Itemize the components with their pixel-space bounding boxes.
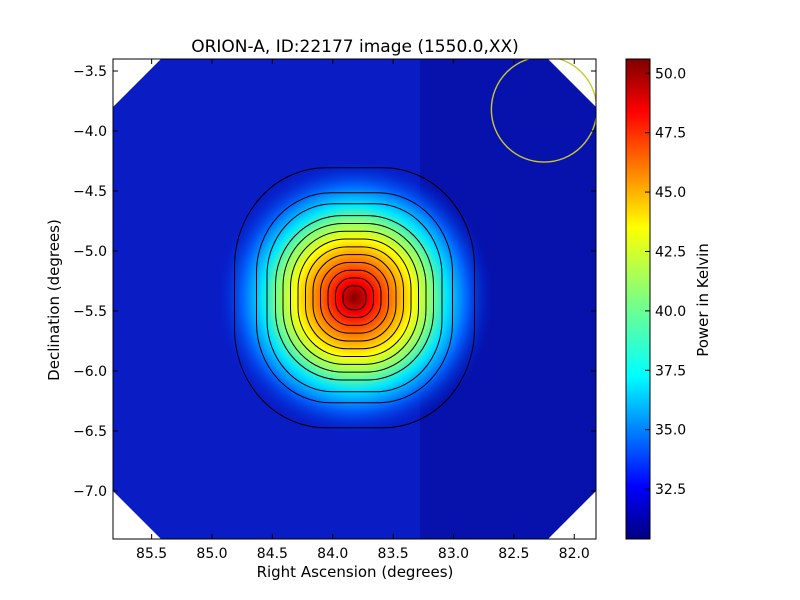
plot-frame (112, 58, 597, 540)
x-axis-ticks: 85.5 85.0 84.5 84.0 83.5 83.0 82.5 82.0 (136, 59, 590, 562)
x-axis-label: Right Ascension (degrees) (257, 563, 454, 581)
corner-mask (113, 491, 161, 539)
x-tick-label: 82.5 (498, 546, 529, 562)
colorbar (625, 58, 651, 540)
chart-title: ORION-A, ID:22177 image (1550.0,XX) (191, 37, 519, 57)
contour-line (312, 254, 397, 342)
colorbar-tick-label: 35.0 (655, 423, 686, 439)
contour-line (234, 167, 475, 429)
contour-lines (234, 167, 475, 429)
contour-line (256, 192, 453, 404)
colorbar-label: Power in Kelvin (694, 243, 712, 357)
source-emission (214, 157, 495, 438)
y-tick-label: −6.5 (73, 424, 107, 440)
contour-line (305, 246, 404, 350)
colorbar-tick-label: 50.0 (655, 66, 686, 82)
y-axis-label: Declination (degrees) (45, 219, 63, 381)
contour-line (335, 277, 374, 319)
y-tick-label: −6.0 (73, 364, 107, 380)
corner-mask (113, 59, 161, 107)
y-tick-label: −5.0 (73, 244, 107, 260)
y-tick-label: −4.5 (73, 184, 107, 200)
x-tick-label: 83.0 (438, 546, 469, 562)
contour-line (275, 215, 434, 381)
y-axis-ticks: −3.5 −4.0 −4.5 −5.0 −5.5 −6.0 −6.5 −7.0 (73, 64, 596, 500)
contour-line (327, 269, 382, 326)
colorbar-tick-label: 32.5 (655, 482, 686, 498)
beam-circle (490, 59, 596, 163)
colorbar-tick-label: 40.0 (655, 304, 686, 320)
corner-mask (548, 491, 596, 539)
x-tick-label: 83.5 (378, 546, 409, 562)
contour-line (266, 203, 443, 393)
x-tick-label: 84.0 (317, 546, 348, 562)
y-tick-label: −4.0 (73, 124, 107, 140)
corner-mask (548, 59, 596, 107)
contour-line (282, 222, 427, 373)
contour-line (320, 261, 389, 334)
x-tick-label: 85.5 (136, 546, 167, 562)
contour-line (342, 285, 367, 311)
colorbar-ticks: 32.5 35.0 37.5 40.0 42.5 45.0 47.5 50.0 (645, 66, 686, 498)
y-tick-label: −3.5 (73, 64, 107, 80)
contour-line (297, 238, 412, 358)
contour-line (290, 230, 419, 365)
colorbar-tick-label: 42.5 (655, 244, 686, 260)
plot-area (113, 59, 596, 539)
colorbar-tick-label: 37.5 (655, 363, 686, 379)
colorbar-tick-label: 47.5 (655, 126, 686, 142)
x-tick-label: 84.5 (257, 546, 288, 562)
x-tick-label: 85.0 (196, 546, 227, 562)
y-tick-label: −7.0 (73, 484, 107, 500)
heatmap-source (214, 157, 495, 438)
y-tick-label: −5.5 (73, 304, 107, 320)
image-corners (113, 59, 596, 539)
colorbar-tick-label: 45.0 (655, 185, 686, 201)
x-tick-label: 82.0 (559, 546, 590, 562)
